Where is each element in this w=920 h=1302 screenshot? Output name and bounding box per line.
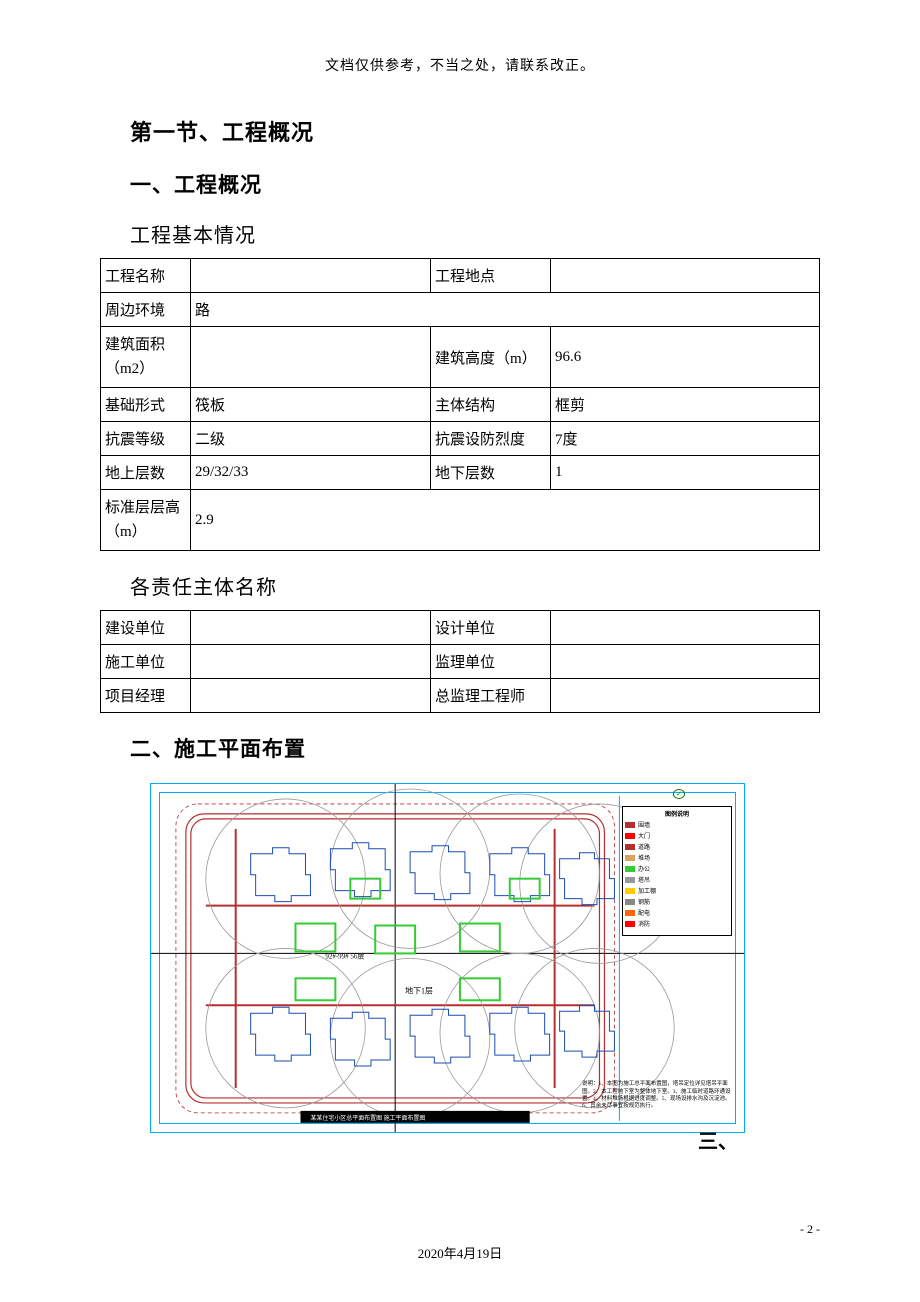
heading-basic-info: 工程基本情况 — [130, 219, 820, 248]
heading-section-1: 第一节、工程概况 — [130, 115, 820, 147]
cell: 地上层数 — [101, 456, 191, 490]
plan-notes: 说明：1、本图为施工总平面布置图，塔吊定位详见塔吊平面图。2、本工程地下室为整体… — [582, 1081, 732, 1110]
cell: 29/32/33 — [191, 456, 431, 490]
cell: 建筑高度（m） — [431, 327, 551, 388]
cell: 建筑面积（m2） — [101, 327, 191, 388]
cell — [191, 327, 431, 388]
site-plan-diagram: 地下1层 92#-99# 56层某某住宅小区总平面布置图 施工平面布置图 ✓ 图例… — [150, 783, 745, 1133]
header-note: 文档仅供参考，不当之处，请联系改正。 — [100, 55, 820, 75]
plan-logo: ✓ — [654, 790, 704, 804]
cell: 基础形式 — [101, 388, 191, 422]
footer-date: 2020年4月19日 — [0, 1243, 920, 1262]
cell: 1 — [551, 456, 820, 490]
heading-sub-3: 三、 — [698, 1125, 738, 1154]
svg-text:某某住宅小区总平面布置图 施工平面布置图: 某某住宅小区总平面布置图 施工平面布置图 — [310, 1114, 425, 1122]
cell — [551, 679, 820, 713]
cell: 路 — [191, 293, 820, 327]
cell: 7度 — [551, 422, 820, 456]
page-number: - 2 - — [800, 1222, 820, 1237]
cell: 设计单位 — [431, 611, 551, 645]
cell: 主体结构 — [431, 388, 551, 422]
cell: 2.9 — [191, 490, 820, 551]
svg-text:地下1层: 地下1层 — [405, 985, 433, 995]
cell: 总监理工程师 — [431, 679, 551, 713]
cell: 96.6 — [551, 327, 820, 388]
cell: 施工单位 — [101, 645, 191, 679]
heading-parties: 各责任主体名称 — [130, 571, 820, 600]
svg-text:92#-99# 56层: 92#-99# 56层 — [325, 952, 364, 960]
table-parties: 建设单位 设计单位 施工单位 监理单位 项目经理 总监理工程师 — [100, 610, 820, 713]
cell: 框剪 — [551, 388, 820, 422]
cell — [191, 259, 431, 293]
cell: 筏板 — [191, 388, 431, 422]
plan-legend: 图例说明围墙大门道路堆场办公塔吊加工棚钢筋配电消防 — [622, 806, 732, 936]
cell: 地下层数 — [431, 456, 551, 490]
cell — [191, 611, 431, 645]
cell — [191, 645, 431, 679]
table-basic-info: 工程名称 工程地点 周边环境 路 建筑面积（m2） 建筑高度（m） 96.6 基… — [100, 258, 820, 551]
cell: 二级 — [191, 422, 431, 456]
cell: 工程地点 — [431, 259, 551, 293]
cell: 建设单位 — [101, 611, 191, 645]
cell: 工程名称 — [101, 259, 191, 293]
cell: 周边环境 — [101, 293, 191, 327]
cell: 项目经理 — [101, 679, 191, 713]
heading-sub-1: 一、工程概况 — [130, 169, 820, 199]
cell: 监理单位 — [431, 645, 551, 679]
cell — [551, 645, 820, 679]
cell: 标准层层高（m） — [101, 490, 191, 551]
cell — [551, 259, 820, 293]
cell — [191, 679, 431, 713]
cell — [551, 611, 820, 645]
cell: 抗震等级 — [101, 422, 191, 456]
cell: 抗震设防烈度 — [431, 422, 551, 456]
heading-sub-2: 二、施工平面布置 — [130, 733, 820, 763]
